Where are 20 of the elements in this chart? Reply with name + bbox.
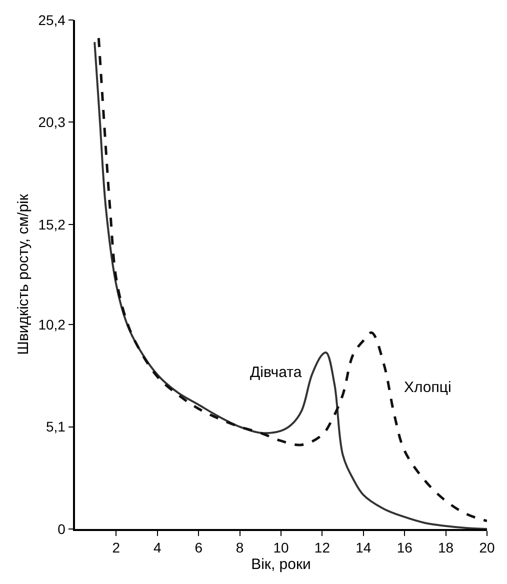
series-label: Дівчата	[250, 364, 302, 381]
y-tick-label: 10,2	[38, 316, 66, 332]
series-label: Хлопці	[404, 379, 452, 396]
x-tick-label: 10	[273, 540, 289, 556]
x-tick-label: 12	[314, 540, 330, 556]
x-axis-title: Вік, роки	[251, 556, 311, 574]
x-tick-label: 8	[236, 540, 244, 556]
y-axis-title: Швидкість росту, см/рік	[14, 194, 32, 355]
y-tick-label: 20,3	[38, 114, 66, 130]
x-tick-label: 14	[356, 540, 372, 556]
x-tick-label: 6	[194, 540, 203, 556]
y-tick-label: 15,2	[38, 216, 66, 232]
x-tick-label: 2	[112, 540, 120, 556]
x-tick-label: 20	[479, 540, 495, 556]
y-tick-label: 25,4	[38, 12, 66, 28]
y-tick-label: 5,1	[46, 418, 66, 435]
y-tick-label: 0	[58, 520, 66, 537]
x-tick-label: 4	[154, 540, 162, 556]
x-tick-label: 16	[396, 540, 413, 556]
x-tick-label: 18	[438, 540, 454, 556]
